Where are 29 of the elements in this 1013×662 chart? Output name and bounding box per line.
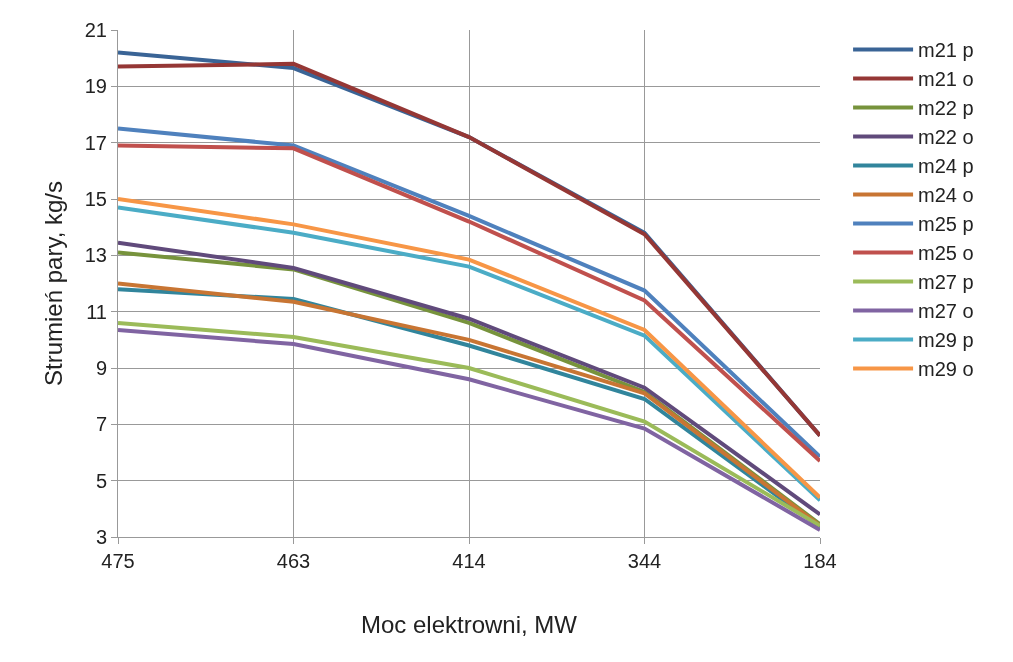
legend-label: m27 p xyxy=(918,271,974,294)
legend-label: m21 o xyxy=(918,68,974,91)
y-tick-label: 17 xyxy=(84,131,107,154)
y-axis-title: Strumień pary, kg/s xyxy=(39,181,67,386)
legend-label: m29 p xyxy=(918,329,974,352)
legend-label: m29 o xyxy=(918,358,974,381)
x-tick-label: 463 xyxy=(276,550,311,572)
legend-label: m22 o xyxy=(918,126,974,149)
x-tick-label: 475 xyxy=(101,550,135,572)
legend-label: m25 p xyxy=(918,213,974,236)
x-axis-title: Moc elektrowni, MW xyxy=(360,611,578,639)
legend-label: m25 o xyxy=(918,242,974,265)
legend-label: m24 o xyxy=(918,184,974,207)
y-tick-label: 21 xyxy=(84,19,107,41)
y-tick-label: 13 xyxy=(84,244,107,267)
y-tick-label: 3 xyxy=(95,526,107,548)
y-tick-label: 15 xyxy=(84,188,107,210)
x-tick-label: 184 xyxy=(803,550,837,572)
legend-label: m27 o xyxy=(918,300,974,323)
y-tick-label: 9 xyxy=(95,357,107,379)
x-tick-label: 414 xyxy=(452,550,486,572)
legend-label: m22 p xyxy=(918,97,974,120)
legend-label: m21 p xyxy=(918,39,974,62)
y-tick-label: 19 xyxy=(84,75,107,98)
y-tick-label: 5 xyxy=(95,469,107,492)
x-tick-label: 344 xyxy=(627,550,662,572)
y-tick-label: 11 xyxy=(86,300,107,323)
legend-label: m24 p xyxy=(918,155,974,178)
y-tick-label: 7 xyxy=(95,413,107,436)
